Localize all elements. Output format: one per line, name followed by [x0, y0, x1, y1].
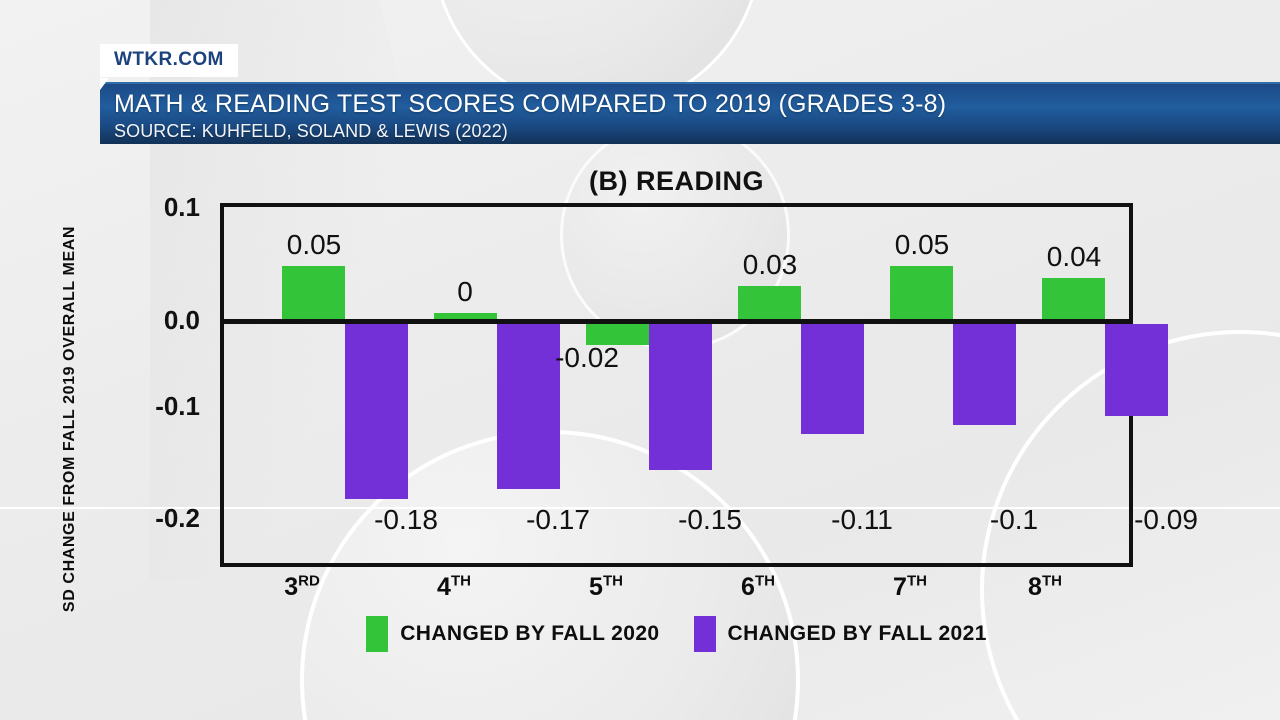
station-watermark-label: WTKR.COM [114, 49, 224, 70]
bar-value-label: -0.15 [678, 504, 742, 535]
bar-value-label: -0.02 [555, 342, 619, 373]
x-axis-label-3rd: 3RD [232, 572, 372, 601]
bar-value-label: 0 [457, 276, 473, 307]
chart-container: (B) READING SD CHANGE FROM FALL 2019 OVE… [0, 150, 1280, 720]
bar-value-label: -0.1 [989, 504, 1039, 535]
x-axis-label-8th: 8TH [975, 572, 1115, 601]
watermark-tail [100, 78, 109, 90]
x-axis-label-base: 4 [437, 573, 451, 601]
chart-legend: CHANGED BY FALL 2020 CHANGED BY FALL 202… [220, 616, 1133, 652]
headline-text: MATH & READING TEST SCORES COMPARED TO 2… [114, 90, 947, 118]
x-axis-label-suffix: TH [1041, 572, 1062, 590]
x-axis-label-suffix: RD [298, 572, 320, 590]
decorative-band [0, 507, 1280, 509]
chart-title: (B) READING [589, 166, 764, 196]
bar-value-label: 0.03 [742, 249, 798, 280]
x-axis-label-base: 8 [1028, 573, 1042, 601]
legend-item-fall2020[interactable]: CHANGED BY FALL 2020 [366, 616, 659, 652]
bar-value-label: 0.05 [286, 229, 342, 260]
y-tick-label: 0.1 [163, 192, 200, 222]
bar-fall2020-7th[interactable] [890, 266, 953, 319]
bar-fall2021-6th[interactable] [801, 324, 864, 434]
lower-third-banner: MATH & READING TEST SCORES COMPARED TO 2… [100, 82, 1280, 144]
bar-fall2020-3rd[interactable] [282, 266, 345, 319]
bar-value-label: -0.11 [831, 504, 893, 535]
bar-value-label: -0.17 [526, 504, 590, 535]
bar-value-label: -0.09 [1134, 504, 1198, 535]
x-axis-label-7th: 7TH [840, 572, 980, 601]
y-axis-title: SD CHANGE FROM FALL 2019 OVERALL MEAN [61, 225, 78, 613]
legend-label: CHANGED BY FALL 2021 [727, 622, 987, 645]
x-axis-label-base: 5 [589, 573, 603, 601]
bar-value-label: 0.04 [1046, 241, 1102, 272]
bar-fall2021-5th[interactable] [649, 324, 712, 470]
bar-fall2021-3rd[interactable] [345, 324, 408, 499]
bar-fall2021-8th[interactable] [1105, 324, 1168, 416]
x-axis-label-base: 7 [893, 573, 907, 601]
bar-value-label: -0.18 [374, 504, 438, 535]
x-axis-label-suffix: TH [754, 572, 775, 590]
x-axis-label-suffix: TH [450, 572, 471, 590]
bar-fall2020-4th[interactable] [434, 313, 497, 319]
legend-label: CHANGED BY FALL 2020 [400, 622, 660, 645]
bar-fall2020-6th[interactable] [738, 286, 801, 319]
bar-fall2021-4th[interactable] [497, 324, 560, 489]
bar-value-label: 0.05 [894, 229, 950, 260]
source-text: SOURCE: KUHFELD, SOLAND & LEWIS (2022) [114, 121, 508, 141]
x-axis-label-base: 3 [284, 573, 299, 601]
x-axis-label-5th: 5TH [536, 572, 676, 601]
y-tick-label: -0.1 [155, 391, 200, 421]
x-axis-label-6th: 6TH [688, 572, 828, 601]
y-tick-label: 0.0 [163, 305, 200, 335]
bar-fall2020-8th[interactable] [1042, 278, 1105, 319]
x-axis-label-base: 6 [741, 573, 755, 601]
station-watermark: WTKR.COM [100, 44, 238, 77]
x-axis-label-suffix: TH [906, 572, 927, 590]
y-tick-label: -0.2 [155, 503, 200, 533]
x-axis-label-suffix: TH [602, 572, 623, 590]
bar-fall2020-5th[interactable] [586, 324, 649, 345]
legend-swatch-green [366, 616, 389, 652]
legend-swatch-purple [693, 616, 716, 652]
x-axis-label-4th: 4TH [384, 572, 524, 601]
legend-item-fall2021[interactable]: CHANGED BY FALL 2021 [693, 616, 987, 652]
bar-fall2021-7th[interactable] [953, 324, 1016, 425]
zero-baseline [224, 319, 1129, 324]
plot-area: 0.05 -0.18 0 -0.17 -0.02 -0.15 0.03 -0.1… [220, 203, 1198, 567]
